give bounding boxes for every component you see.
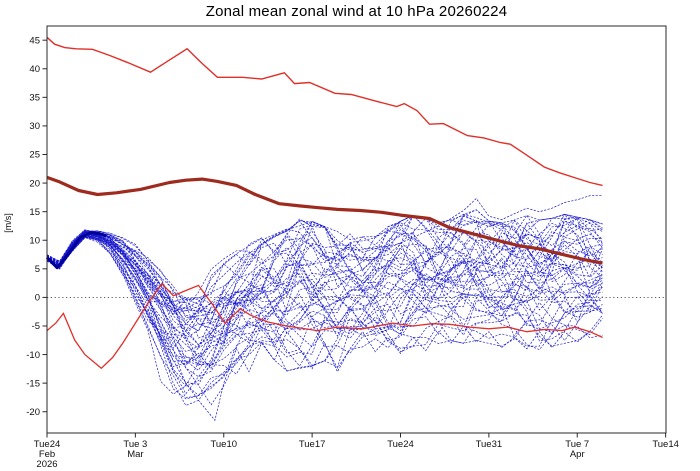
svg-text:40: 40 (29, 64, 40, 75)
svg-text:30: 30 (29, 121, 40, 132)
y-axis-ticks: 45 40 35 30 25 20 15 10 5 0 -5 -10 -15 -20 (26, 35, 47, 418)
svg-text:45: 45 (29, 35, 40, 46)
svg-text:2026: 2026 (36, 459, 57, 470)
svg-text:Tue14: Tue14 (652, 439, 679, 450)
lower-red-line (46, 282, 603, 370)
svg-text:5: 5 (35, 264, 40, 275)
ensemble-members (46, 195, 603, 422)
axes-frame (46, 25, 667, 434)
svg-text:0: 0 (35, 293, 40, 304)
svg-text:Tue24: Tue24 (34, 439, 61, 450)
svg-text:Tue17: Tue17 (299, 439, 326, 450)
svg-text:Tue 7: Tue 7 (565, 439, 589, 450)
svg-text:Tue 3: Tue 3 (123, 439, 147, 450)
svg-text:Mar: Mar (127, 449, 143, 460)
dark-red-thick-line (46, 175, 603, 265)
svg-text:35: 35 (29, 93, 40, 104)
svg-text:-5: -5 (32, 321, 40, 332)
svg-text:25: 25 (29, 150, 40, 161)
svg-text:Tue31: Tue31 (476, 439, 503, 450)
svg-text:Tue24: Tue24 (387, 439, 414, 450)
svg-text:-15: -15 (26, 378, 40, 389)
svg-text:Feb: Feb (39, 449, 55, 460)
svg-text:-10: -10 (26, 350, 40, 361)
chart-title: Zonal mean zonal wind at 10 hPa 20260224 (205, 3, 508, 20)
svg-text:-20: -20 (26, 407, 40, 418)
svg-text:10: 10 (29, 235, 40, 246)
upper-red-line (46, 36, 603, 187)
ensemble-low-outlier (147, 308, 603, 422)
svg-text:15: 15 (29, 207, 40, 218)
svg-text:20: 20 (29, 178, 40, 189)
ensemble-high-outlier (400, 195, 603, 244)
analysis-blue-line (45, 231, 107, 270)
svg-text:Tue10: Tue10 (210, 439, 237, 450)
svg-text:Apr: Apr (570, 449, 585, 460)
